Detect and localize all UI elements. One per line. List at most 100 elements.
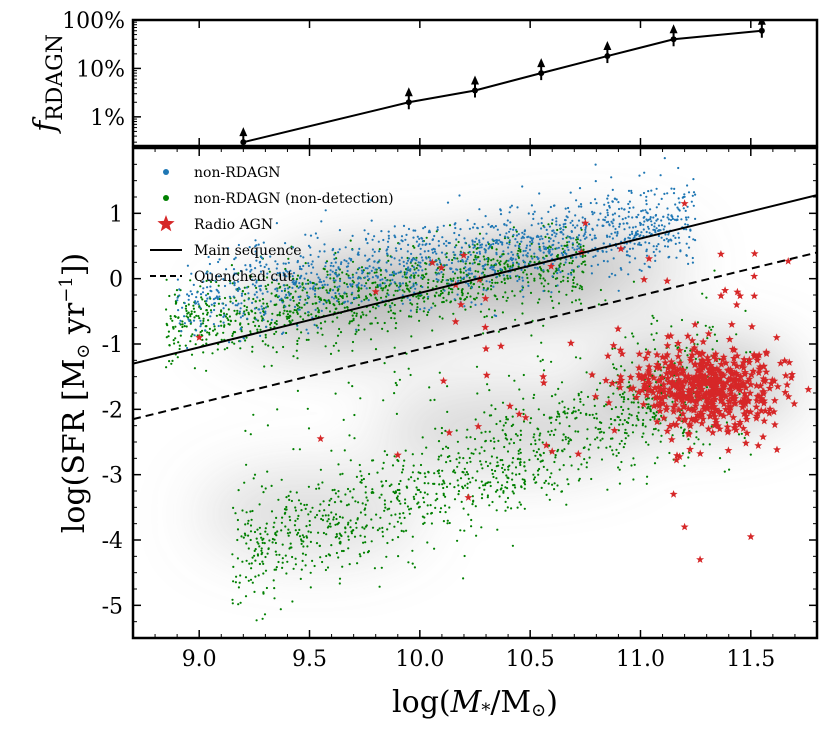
non-detection-point: [236, 538, 239, 542]
non-detection-point: [422, 496, 425, 499]
non-detection-point: [167, 330, 170, 333]
non-detection-point: [337, 300, 340, 303]
non-detection-point: [405, 282, 408, 285]
non-detection-point: [556, 256, 559, 259]
non-detection-point: [328, 310, 332, 313]
non-rdagn-point: [571, 219, 574, 222]
non-detection-point: [274, 550, 277, 553]
non-detection-point: [243, 304, 246, 308]
non-detection-point: [300, 306, 303, 309]
non-detection-point: [654, 414, 658, 417]
non-rdagn-point: [464, 269, 468, 272]
non-rdagn-point: [653, 193, 656, 196]
radio-agn-point: [740, 370, 749, 378]
non-rdagn-point: [410, 260, 413, 263]
non-detection-point: [511, 461, 514, 464]
non-detection-point: [645, 411, 648, 415]
non-rdagn-point: [516, 241, 519, 244]
non-detection-point: [456, 257, 459, 260]
non-detection-point: [417, 297, 420, 300]
radio-agn-point: [577, 248, 586, 256]
non-rdagn-point: [580, 205, 583, 208]
non-rdagn-point: [660, 236, 663, 239]
non-rdagn-point: [647, 190, 650, 193]
non-detection-point: [517, 265, 520, 268]
radio-agn-point: [618, 349, 627, 358]
radio-agn-point: [718, 388, 727, 397]
non-detection-point: [491, 500, 494, 504]
non-rdagn-point: [596, 250, 599, 253]
non-rdagn-point: [299, 285, 302, 288]
radio-agn-points: [195, 199, 831, 563]
non-rdagn-point: [669, 218, 673, 222]
non-rdagn-point: [517, 244, 520, 247]
radio-agn-point: [781, 388, 790, 396]
non-detection-point: [506, 481, 509, 484]
non-detection-point: [599, 288, 603, 292]
non-rdagn-point: [424, 256, 428, 259]
radio-agn-point: [705, 376, 713, 384]
non-detection-point: [471, 503, 474, 506]
non-rdagn-point: [470, 272, 473, 275]
non-detection-point: [419, 491, 422, 494]
non-detection-point: [297, 531, 300, 535]
non-rdagn-point: [183, 315, 186, 318]
non-rdagn-point: [314, 283, 317, 286]
non-detection-point: [438, 475, 441, 478]
radio-agn-point: [823, 402, 831, 410]
non-detection-point: [459, 279, 462, 282]
non-rdagn-point: [428, 308, 431, 311]
radio-agn-point: [699, 415, 707, 423]
non-detection-point: [272, 579, 275, 582]
non-rdagn-point: [293, 305, 297, 308]
non-detection-point: [491, 472, 494, 475]
non-rdagn-point: [178, 288, 181, 291]
non-detection-point: [326, 566, 330, 569]
non-rdagn-point: [414, 271, 417, 274]
non-detection-point: [478, 452, 481, 455]
non-detection-point: [262, 572, 265, 575]
non-detection-point: [258, 299, 261, 302]
radio-agn-point: [679, 391, 688, 399]
non-rdagn-point: [320, 220, 323, 223]
radio-agn-point: [715, 407, 724, 415]
non-rdagn-point: [454, 226, 457, 230]
non-detection-point: [537, 473, 540, 476]
radio-agn-point: [661, 352, 670, 361]
non-detection-point: [486, 494, 489, 497]
non-detection-point: [522, 271, 525, 274]
non-rdagn-point: [516, 279, 519, 283]
non-detection-point: [573, 398, 576, 401]
radio-agn-point: [616, 383, 625, 391]
non-rdagn-point: [458, 194, 461, 197]
non-detection-point: [519, 461, 522, 464]
non-detection-point: [218, 313, 221, 316]
non-detection-point: [494, 281, 497, 284]
non-rdagn-point: [637, 213, 640, 216]
non-rdagn-point: [296, 261, 299, 264]
non-rdagn-point: [669, 238, 672, 241]
non-rdagn-point: [482, 237, 485, 240]
non-rdagn-point: [316, 326, 319, 329]
non-detection-point: [245, 559, 248, 562]
non-rdagn-point: [652, 228, 655, 231]
non-detection-point: [303, 503, 306, 507]
radio-agn-point: [739, 401, 748, 409]
non-rdagn-point: [410, 286, 413, 289]
non-rdagn-point: [446, 201, 450, 204]
non-detection-point: [300, 568, 303, 571]
non-detection-point: [244, 339, 247, 342]
non-rdagn-point: [259, 334, 262, 337]
non-rdagn-point: [399, 270, 402, 273]
non-rdagn-point: [309, 253, 312, 257]
non-rdagn-point: [567, 272, 570, 276]
non-rdagn-point: [645, 248, 648, 251]
non-rdagn-point: [351, 291, 354, 294]
non-detection-point: [351, 496, 354, 499]
non-detection-point: [555, 269, 559, 272]
non-rdagn-point: [521, 235, 524, 238]
non-detection-point: [541, 358, 544, 361]
non-detection-point: [621, 423, 624, 426]
non-detection-point: [296, 389, 299, 392]
non-detection-point: [236, 518, 239, 522]
